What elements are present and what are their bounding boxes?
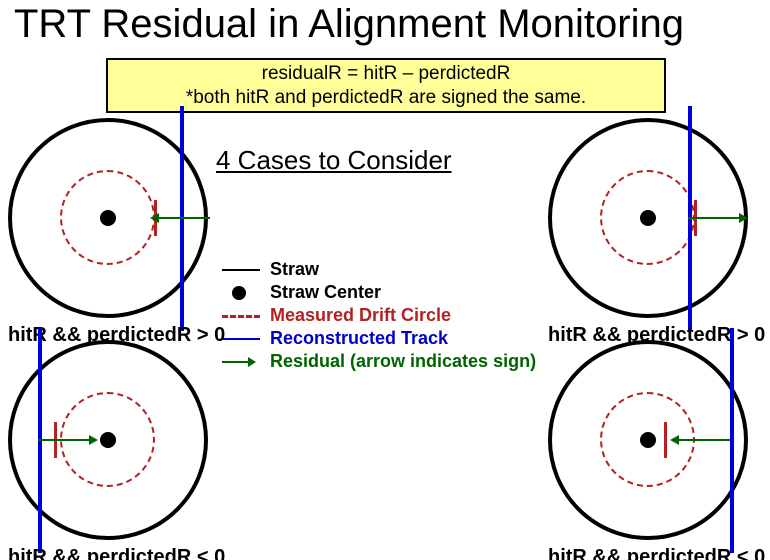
reconstructed-track-icon [730, 328, 734, 553]
residual-arrow-icon [688, 217, 740, 219]
formula-box: residualR = hitR – perdictedR *both hitR… [106, 58, 666, 113]
legend-item-residual: Residual (arrow indicates sign) [222, 350, 552, 373]
page-title: TRT Residual in Alignment Monitoring [14, 2, 684, 47]
straw-center-icon [640, 432, 656, 448]
straw-center-icon [100, 432, 116, 448]
legend: Straw Straw Center Measured Drift Circle… [222, 258, 552, 373]
panel-caption-bottom-right: hitR && perdictedR < 0 [548, 546, 768, 560]
legend-label-center: Straw Center [270, 282, 381, 303]
panel-caption-bottom-left: hitR && perdictedR < 0 [8, 546, 228, 560]
legend-label-track: Reconstructed Track [270, 328, 448, 349]
legend-item-center: Straw Center [222, 281, 552, 304]
straw-center-icon [640, 210, 656, 226]
straw-center-icon [100, 210, 116, 226]
diagram-panel-bottom-left: hitR && perdictedR < 0 [8, 340, 228, 560]
legend-label-straw: Straw [270, 259, 319, 280]
formula-line2: *both hitR and perdictedR are signed the… [186, 86, 586, 110]
cases-to-consider-heading: 4 Cases to Consider [216, 145, 452, 176]
legend-item-straw: Straw [222, 258, 552, 281]
residual-arrow-icon [38, 439, 90, 441]
diagram-panel-bottom-right: hitR && perdictedR < 0 [538, 340, 758, 560]
diagram-panel-top-right: hitR && perdictedR > 0 [538, 118, 758, 348]
legend-label-drift: Measured Drift Circle [270, 305, 451, 326]
legend-item-drift: Measured Drift Circle [222, 304, 552, 327]
residual-arrow-icon [678, 439, 730, 441]
residual-arrow-icon [158, 217, 210, 219]
diagram-panel-top-left: hitR && perdictedR > 0 [8, 118, 228, 348]
legend-item-track: Reconstructed Track [222, 327, 552, 350]
formula-line1: residualR = hitR – perdictedR [262, 62, 511, 86]
legend-label-residual: Residual (arrow indicates sign) [270, 351, 536, 372]
residual-tick-icon [664, 422, 667, 458]
